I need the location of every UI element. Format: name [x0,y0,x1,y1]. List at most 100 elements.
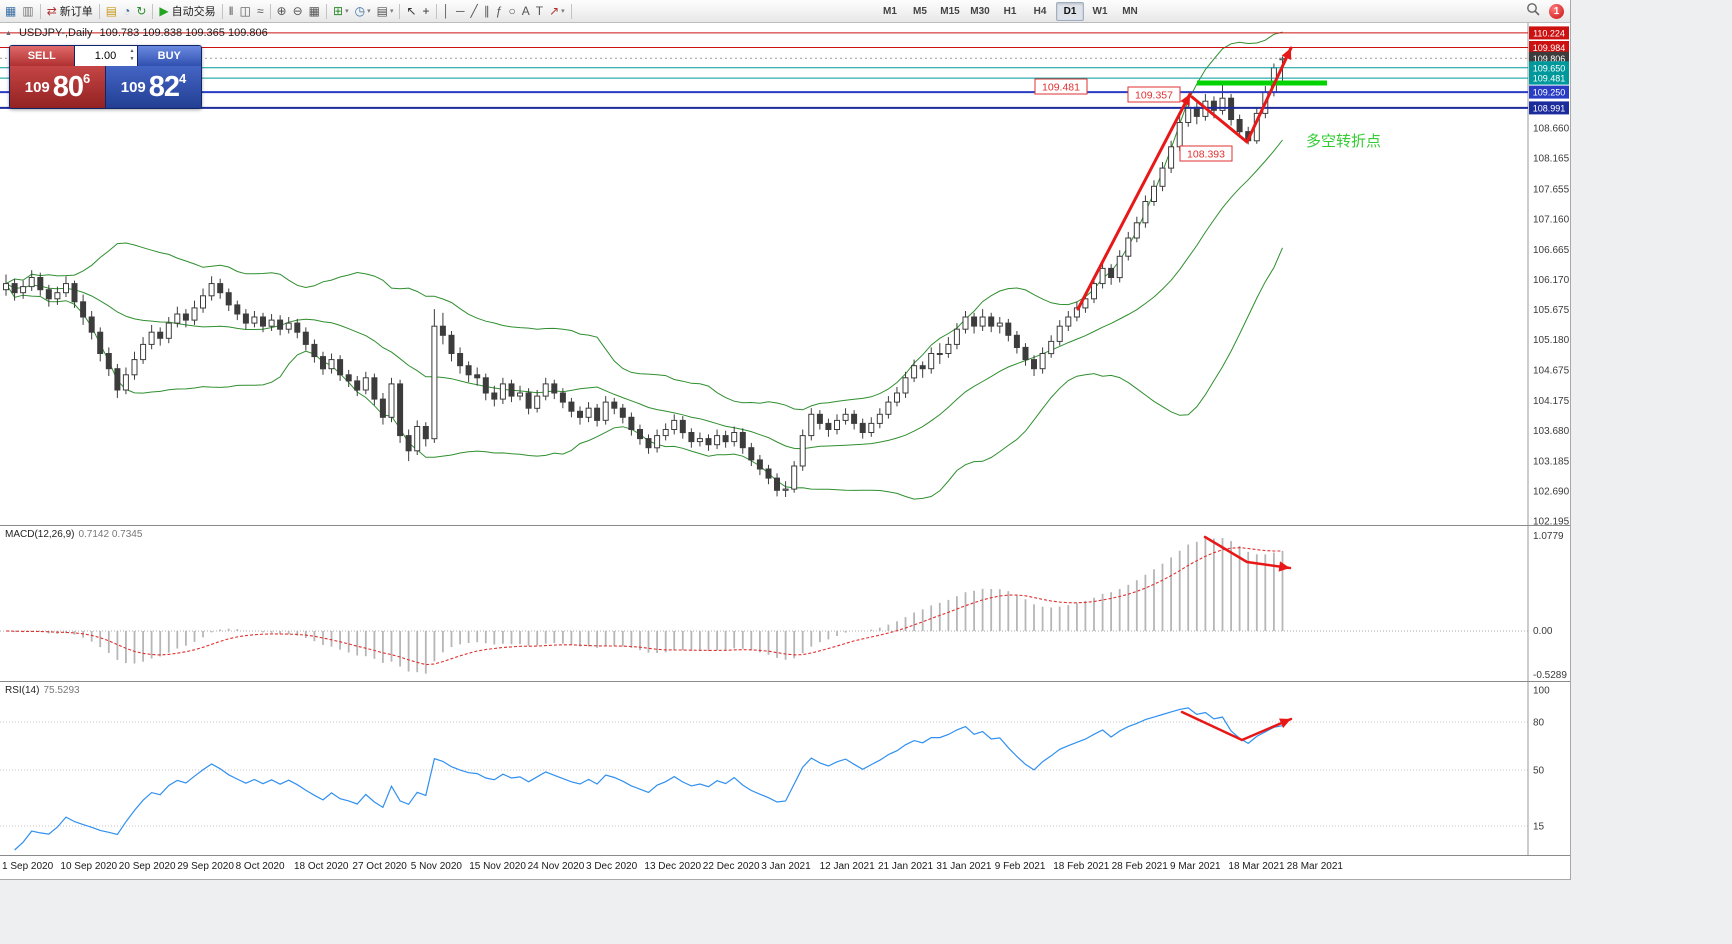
tile-windows-icon[interactable]: ▦ [306,2,323,21]
timeframe-MN[interactable]: MN [1122,5,1138,17]
equidistant-channel-icon: ∥ [483,4,490,18]
arrows-icon: ↗ [549,4,560,18]
candle-body [851,413,858,424]
price-badge [1529,61,1569,75]
candle-body [414,426,421,452]
horizontal-line-icon[interactable]: ─ [453,2,468,21]
equidistant-channel-icon[interactable]: ∥ [481,2,493,21]
new-chart-icon[interactable]: ▦ [2,2,19,21]
candle-body [705,438,712,446]
candle-body [54,292,61,300]
timeframe-M30[interactable]: M30 [970,5,990,17]
candle-body [482,377,489,394]
timeframe-M1[interactable]: M1 [883,5,897,17]
rsi-canvas[interactable]: 100 80 50 15 [0,682,1570,855]
timeframe-H1[interactable]: H1 [1003,5,1017,17]
candle-body [302,331,309,345]
cursor-icon: ↖ [406,4,417,18]
bar-chart-icon[interactable]: ‖ [226,2,237,21]
periods-caret-icon: ▾ [367,8,371,15]
timeframe-W1[interactable]: W1 [1092,5,1108,17]
trend-arrowhead [1180,94,1190,106]
candle-body [842,413,849,421]
turning-point-note[interactable]: 多空转折点 [1306,133,1381,150]
vertical-line-icon: │ [442,4,451,18]
timeframe-M5[interactable]: M5 [913,5,927,17]
navigator-icon[interactable]: ↻ [133,2,149,21]
ellipse-icon[interactable]: ○ [505,2,518,21]
candle-body [679,419,686,434]
price-callout-box[interactable] [1034,78,1088,95]
volume-input[interactable]: 1.00 ▲ ▼ [73,46,138,66]
candle-body [208,283,215,297]
crosshair-icon[interactable]: + [420,2,433,21]
price-badge-label: 109.481 [1533,74,1566,84]
zoom-out-icon: ⊖ [292,4,303,18]
price-callout-box[interactable] [1179,145,1233,162]
main-chart-canvas[interactable]: 108.660 108.165 107.655 107.160 106.665 106.1… [0,23,1570,525]
rsi-axis-label: 100 [1533,686,1550,697]
time-axis[interactable]: 1 Sep 2020 10 Sep 2020 20 Sep 2020 29 Sep 2… [0,855,1570,879]
trade-panel-prices: 109 80 6 109 82 4 [10,66,201,108]
candle-body [962,316,969,330]
cursor-icon[interactable]: ↖ [403,2,419,21]
trendline-icon[interactable]: ╱ [468,2,481,21]
zoom-in-icon[interactable]: ⊕ [274,2,290,21]
text-label-icon[interactable]: T [533,2,546,21]
price-callout-box[interactable] [1127,86,1181,103]
autotrading-button[interactable]: ▶ 自动交易 [156,2,218,21]
notifications-badge[interactable]: 1 [1549,3,1564,19]
candle-body [936,353,943,355]
chart-profiles-icon[interactable]: ▥ [19,2,36,21]
sell-price-base: 109 [24,78,50,96]
price-axis-label: 102.195 [1533,517,1570,526]
price-badge-label: 109.650 [1533,63,1566,73]
new-order-button[interactable]: ⇄ 新订单 [44,2,96,21]
search-icon[interactable] [1526,2,1540,21]
volume-spinner[interactable]: ▲ ▼ [130,48,135,63]
sell-price[interactable]: 109 80 6 [10,66,105,108]
zoom-out-icon[interactable]: ⊖ [290,2,306,21]
time-axis-label: 18 Oct 2020 [294,861,349,872]
buy-price-base: 109 [120,78,146,96]
toolbar-groups: ▦ ▥ ⇄ 新订单 ▤ ◔ ↻ ▶ 自动交易 ‖ ◫ ≈ ⊕ ⊖ ▦ ⊞ ▾ ◷ ▾ ▤ ▾ ↖ + │ ─ ╱ ∥ ƒ ○ A T ↗ ▾ [2,0,575,22]
candle-body [388,383,395,418]
buy-price-big: 82 [148,70,180,103]
candle-body [637,429,643,440]
market-watch-icon[interactable]: ▤ [103,2,120,21]
candle-body [885,401,892,415]
fibonacci-icon[interactable]: ƒ [493,2,506,21]
vertical-line-icon[interactable]: │ [440,2,454,21]
data-window-icon[interactable]: ◔ [120,2,133,21]
line-chart-icon[interactable]: ≈ [254,2,267,21]
sell-button[interactable]: SELL [10,46,74,66]
periods-icon[interactable]: ◷ ▾ [352,2,374,21]
candle-body [868,422,875,433]
text-icon[interactable]: A [519,2,533,21]
collapse-one-click-icon[interactable]: ▲ [5,29,12,37]
indicators-icon[interactable]: ⊞ ▾ [330,2,352,21]
candle-body [28,277,35,288]
candle-body [739,432,746,449]
candle-body [71,283,78,303]
candle-body [354,380,361,391]
candle-body [611,401,618,409]
spinner-down-icon[interactable]: ▼ [129,55,135,62]
macd-pane: 1.0779 0.00 -0.5289 MACD(12,26,9) 0.7142 0.… [0,525,1570,681]
timeframe-H4[interactable]: H4 [1033,5,1047,17]
templates-icon[interactable]: ▤ ▾ [374,2,397,21]
price-axis-label: 104.175 [1533,396,1570,407]
candle-body [1048,340,1055,355]
macd-canvas[interactable]: 1.0779 0.00 -0.5289 [0,526,1570,681]
timeframe-M15[interactable]: M15 [940,5,960,17]
spinner-up-icon[interactable]: ▲ [129,48,135,54]
candle-body [182,313,189,321]
timeframe-D1[interactable]: D1 [1056,1,1084,21]
candle-body [902,377,909,394]
buy-button[interactable]: BUY [137,46,201,66]
time-axis-label: 12 Jan 2021 [819,861,875,872]
candlestick-chart-icon[interactable]: ◫ [237,2,254,21]
candle-body [765,468,772,479]
buy-price[interactable]: 109 82 4 [105,66,201,108]
arrows-icon[interactable]: ↗ ▾ [546,2,568,21]
